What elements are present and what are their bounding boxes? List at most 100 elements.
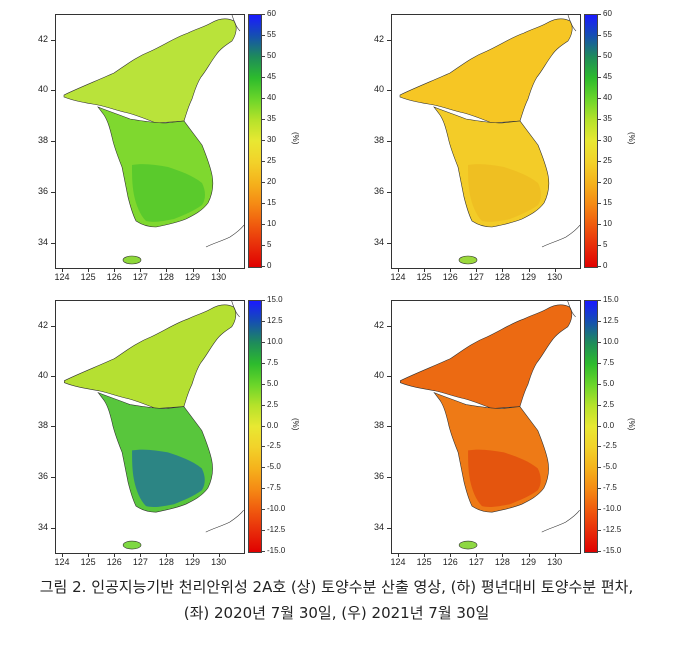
y-tick-mark	[387, 141, 391, 142]
colorbar	[584, 300, 598, 553]
x-tick-mark	[114, 268, 116, 272]
x-tick-mark	[476, 553, 478, 557]
colorbar-label: 30	[603, 135, 612, 144]
south-korea-south-region	[132, 164, 205, 222]
y-tick-label: 42	[37, 34, 48, 44]
colorbar-label: 25	[267, 156, 276, 165]
colorbar-tick	[598, 161, 601, 162]
colorbar-tick	[598, 551, 601, 552]
japan-coast-outline	[541, 509, 580, 533]
colorbar-label: 5	[267, 240, 272, 249]
colorbar-tick	[262, 119, 265, 120]
x-tick-mark	[528, 553, 530, 557]
y-tick-mark	[387, 192, 391, 193]
y-tick-mark	[51, 528, 55, 530]
colorbar-unit: (%)	[291, 132, 300, 145]
colorbar-tick	[262, 383, 265, 385]
colorbar-tick	[262, 140, 265, 141]
colorbar-label: 5.0	[267, 378, 279, 388]
colorbar-unit: (%)	[291, 417, 300, 430]
x-tick-mark	[476, 268, 478, 272]
colorbar-label: 5	[603, 240, 608, 249]
x-tick-label: 125	[80, 272, 96, 282]
colorbar-label: 50	[267, 51, 276, 60]
y-tick-label: 38	[37, 135, 48, 145]
x-tick-label: 130	[211, 272, 227, 282]
colorbar-label: 0	[267, 261, 272, 270]
colorbar-label: 2.5	[603, 399, 615, 409]
colorbar-tick	[262, 341, 265, 343]
colorbar-tick	[262, 14, 265, 15]
y-tick-label: 38	[37, 420, 48, 431]
colorbar-label: -15.0	[603, 546, 622, 555]
x-tick-label: 125	[80, 557, 96, 567]
colorbar-label: 25	[603, 156, 612, 165]
colorbar-tick	[598, 446, 601, 448]
y-tick-mark	[51, 141, 55, 142]
korea-map-anomaly-2020	[64, 301, 244, 550]
colorbar-tick	[262, 161, 265, 162]
colorbar	[248, 300, 262, 553]
x-tick-label: 124	[390, 272, 406, 282]
x-tick-label: 127	[468, 272, 484, 282]
colorbar-label: 40	[603, 93, 612, 102]
x-tick-mark	[114, 553, 116, 557]
russia-coast-outline	[231, 15, 241, 32]
y-tick-label: 40	[37, 84, 48, 94]
x-tick-label: 125	[416, 557, 432, 567]
colorbar-label: -7.5	[267, 483, 281, 493]
colorbar-tick	[262, 224, 265, 225]
x-tick-mark	[554, 268, 556, 272]
colorbar-label: 30	[267, 135, 276, 144]
colorbar-label: -2.5	[267, 441, 281, 451]
colorbar-tick	[262, 56, 265, 57]
colorbar-label: 50	[603, 51, 612, 60]
colorbar	[248, 14, 262, 268]
colorbar-label: 15	[267, 198, 276, 207]
y-tick-label: 34	[373, 237, 384, 247]
x-tick-label: 126	[442, 272, 458, 282]
colorbar-tick	[598, 77, 601, 78]
colorbar-tick	[262, 530, 265, 532]
colorbar-tick	[262, 35, 265, 36]
y-tick-mark	[51, 192, 55, 193]
north-korea-region	[64, 304, 237, 409]
colorbar-label: -15.0	[267, 546, 286, 555]
jeju-island	[122, 255, 142, 265]
colorbar-label: 45	[603, 72, 612, 81]
south-korea-south-region	[468, 449, 541, 508]
north-korea-region	[400, 304, 573, 409]
x-tick-label: 124	[390, 557, 406, 567]
x-tick-mark	[192, 553, 194, 557]
y-tick-mark	[51, 243, 55, 244]
colorbar-label: -5.0	[603, 462, 617, 472]
x-tick-mark	[450, 268, 452, 272]
x-tick-mark	[62, 553, 63, 557]
colorbar-label: 40	[267, 93, 276, 102]
colorbar-label: 10	[603, 219, 612, 228]
colorbar-label: 35	[603, 114, 612, 123]
colorbar-label: 15.0	[267, 295, 283, 304]
y-tick-label: 34	[37, 237, 48, 247]
colorbar-label: -12.5	[603, 525, 622, 535]
colorbar-tick	[262, 446, 265, 448]
colorbar-tick	[598, 404, 601, 406]
y-tick-label: 40	[373, 369, 384, 380]
x-tick-mark	[88, 553, 90, 557]
colorbar-tick	[598, 509, 601, 511]
korea-map-soil-moisture-2021	[399, 15, 580, 265]
colorbar-tick	[598, 56, 601, 57]
russia-coast-outline	[231, 301, 240, 318]
colorbar-tick	[262, 245, 265, 246]
colorbar-tick	[598, 35, 601, 36]
colorbar-label: -10.0	[603, 504, 622, 514]
colorbar-label: 10	[267, 219, 276, 228]
x-tick-mark	[554, 553, 556, 557]
colorbar-tick	[598, 119, 601, 120]
y-tick-label: 36	[37, 186, 48, 196]
colorbar-tick	[262, 488, 265, 490]
colorbar-tick	[262, 362, 265, 364]
x-tick-label: 128	[494, 272, 510, 282]
x-tick-mark	[528, 268, 530, 272]
x-tick-mark	[502, 553, 504, 557]
